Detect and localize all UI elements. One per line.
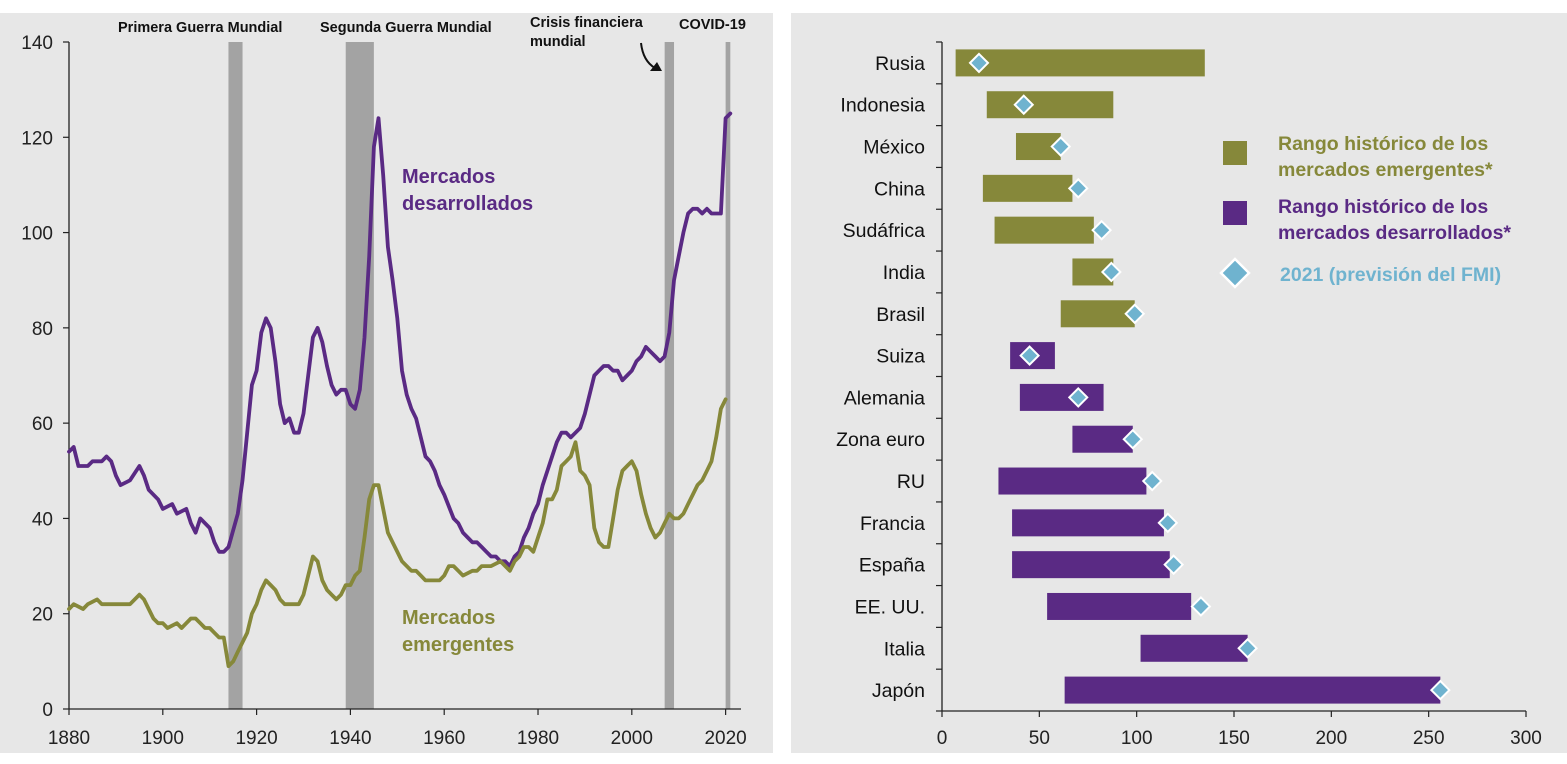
legend-emerging-line: mercados emergentes*: [1278, 159, 1493, 181]
legend-swatch-emerging: [1223, 141, 1247, 165]
left-chart-panel: 0 20 40 60 80 100 120 140 1880 1900 1920 1940 1960 19…: [0, 13, 773, 753]
forecast-marker: [1429, 679, 1451, 701]
right-chart-panel: 0 50 100 150 200 250 300 Rusia Indonesia México Ch…: [791, 13, 1567, 753]
forecast-marker: [1067, 177, 1089, 199]
forecast-marker: [1163, 554, 1185, 576]
range-bar-emerging: [1060, 300, 1135, 328]
y-tick-label: 40: [32, 509, 53, 530]
forecast-marker: [1237, 637, 1259, 659]
country-label: Alemania: [844, 387, 925, 409]
series-line-emerging: [67, 397, 728, 668]
forecast-marker: [1013, 94, 1035, 116]
country-label: India: [883, 262, 925, 284]
forecast-marker: [1019, 345, 1041, 367]
forecast-marker: [1124, 303, 1146, 325]
x-tick-label: 0: [937, 728, 948, 749]
event-band-3: [664, 42, 675, 709]
x-tick-label: 1880: [48, 728, 90, 749]
range-bar-emerging: [994, 216, 1094, 244]
x-tick-label: 100: [1121, 728, 1153, 749]
country-label: España: [859, 555, 925, 577]
x-tick-label: 200: [1315, 728, 1347, 749]
range-bar-developed: [998, 467, 1147, 495]
range-bar-developed: [1064, 676, 1441, 704]
forecast-marker: [1050, 136, 1072, 157]
forecast-marker: [1190, 596, 1212, 617]
range-bar-developed: [1140, 634, 1248, 662]
legend-label-emerging: Rango histórico de los mercados emergente…: [1278, 133, 1493, 181]
country-label: Rusia: [875, 53, 925, 75]
legend-label-developed: Rango histórico de los mercados desarroll…: [1278, 196, 1511, 244]
x-tick-label: 1900: [142, 728, 184, 749]
legend-developed-line: mercados desarrollados*: [1278, 222, 1511, 244]
event-band-1: [228, 42, 243, 709]
forecast-marker: [1122, 428, 1144, 450]
event-label-gfc-line1: Crisis financiera: [530, 15, 644, 31]
country-label: EE. UU.: [855, 596, 925, 618]
x-tick-label: 1960: [423, 728, 465, 749]
developed-label-line: Mercados: [402, 166, 495, 188]
x-tick-label: 2000: [611, 728, 653, 749]
forecast-marker: [1067, 386, 1089, 408]
x-tick-label: 250: [1413, 728, 1445, 749]
legend-developed-line: Rango histórico de los: [1278, 196, 1488, 218]
y-tick-label: 80: [32, 319, 53, 340]
y-tick-label: 60: [32, 414, 53, 435]
legend-label-forecast: 2021 (previsión del FMI): [1280, 264, 1501, 286]
x-tick-label: 1940: [329, 728, 371, 749]
y-tick-label: 120: [21, 128, 53, 149]
country-label: Japón: [872, 680, 925, 702]
crisis-arrow-head: [650, 62, 662, 71]
y-tick-label: 100: [21, 224, 53, 245]
country-label: RU: [897, 471, 925, 493]
debt-history-line-chart: 0 20 40 60 80 100 120 140 1880 1900 1920 1940 1960 19…: [21, 15, 746, 749]
series-line-developed: [67, 111, 733, 568]
developed-series-label: Mercados desarrollados: [402, 166, 533, 215]
country-label: Italia: [884, 638, 925, 660]
legend-swatch-developed: [1223, 201, 1247, 225]
x-tick-label: 2020: [704, 728, 746, 749]
event-label-covid: COVID-19: [679, 17, 746, 33]
x-tick-label: 300: [1510, 728, 1542, 749]
range-bar-developed: [1047, 592, 1192, 620]
developed-label-line: desarrollados: [402, 193, 533, 215]
forecast-marker: [1100, 261, 1122, 283]
event-band-4: [725, 42, 731, 709]
x-tick-label: 50: [1029, 728, 1050, 749]
country-label: México: [863, 137, 925, 159]
forecast-marker: [968, 52, 990, 74]
y-tick-label: 140: [21, 33, 53, 54]
country-label: Zona euro: [836, 429, 925, 451]
emerging-label-line: emergentes: [402, 634, 514, 656]
forecast-marker: [1141, 470, 1163, 492]
y-tick-label: 0: [42, 700, 53, 721]
country-label: Suiza: [876, 346, 925, 368]
country-label: Sudáfrica: [843, 220, 926, 242]
range-bar-emerging: [986, 91, 1114, 119]
emerging-series-label: Mercados emergentes: [402, 607, 514, 656]
forecast-marker: [1157, 512, 1179, 534]
event-label-gfc-line2: mundial: [530, 34, 586, 50]
range-bar-developed: [1019, 383, 1104, 411]
emerging-label-line: Mercados: [402, 607, 495, 629]
range-bar-developed: [1012, 509, 1164, 537]
legend-marker-forecast: [1219, 257, 1251, 289]
country-label: Indonesia: [840, 95, 925, 117]
event-label-ww1: Primera Guerra Mundial: [118, 20, 282, 36]
crisis-arrow-shaft: [640, 42, 656, 69]
event-label-ww2: Segunda Guerra Mundial: [320, 20, 492, 36]
forecast-marker: [1091, 219, 1113, 241]
x-tick-label: 150: [1218, 728, 1250, 749]
legend-emerging-line: Rango histórico de los: [1278, 133, 1488, 155]
x-tick-label: 1920: [235, 728, 277, 749]
range-bar-developed: [1012, 551, 1170, 579]
x-tick-label: 1980: [517, 728, 559, 749]
country-label: Brasil: [876, 304, 925, 326]
country-label: China: [874, 178, 925, 200]
country-label: Francia: [860, 513, 925, 535]
range-bar-emerging: [982, 174, 1073, 202]
y-tick-label: 20: [32, 605, 53, 626]
debt-range-bar-chart: 0 50 100 150 200 250 300 Rusia Indonesia México Ch…: [836, 41, 1542, 749]
range-bar-emerging: [955, 49, 1205, 77]
